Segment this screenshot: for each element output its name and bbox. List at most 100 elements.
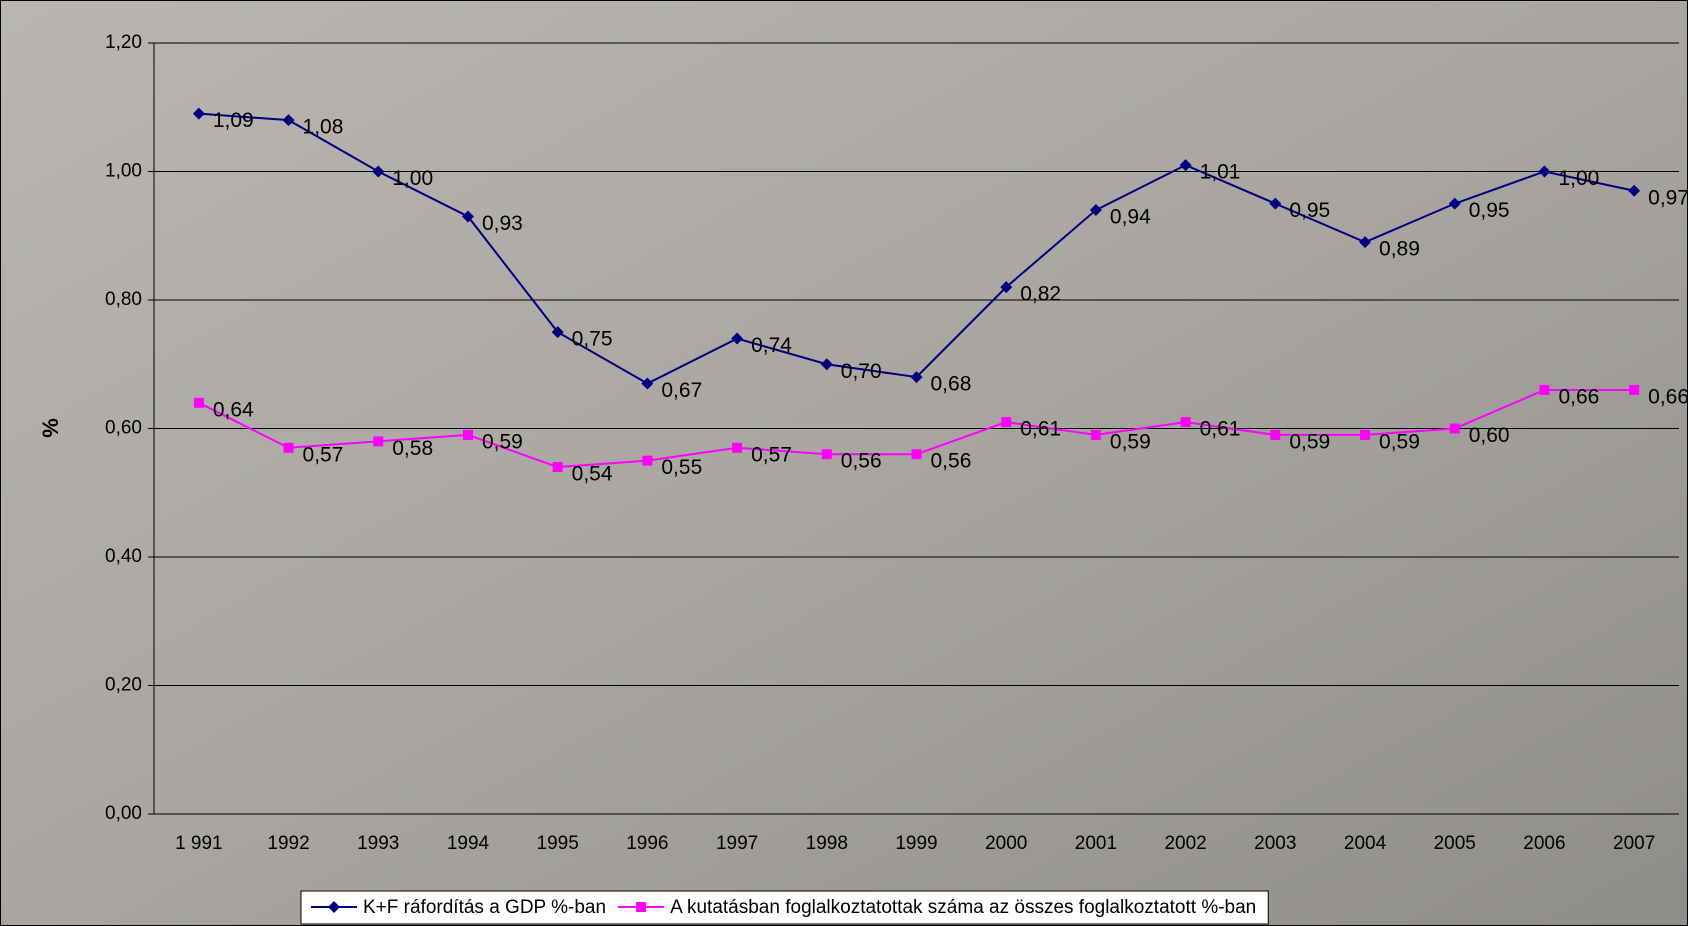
x-tick-label: 1999 <box>895 833 937 854</box>
marker <box>642 455 653 466</box>
y-tick-label: 0,80 <box>105 289 142 310</box>
marker <box>1449 423 1460 434</box>
marker <box>192 107 205 120</box>
marker <box>1448 197 1461 210</box>
data-label: 1,01 <box>1200 161 1241 184</box>
x-tick-label: 2002 <box>1164 833 1206 854</box>
marker <box>461 210 474 223</box>
data-label: 0,94 <box>1110 206 1151 229</box>
x-tick-label: 2003 <box>1254 833 1296 854</box>
marker <box>731 332 744 345</box>
x-tick-label: 1996 <box>626 833 668 854</box>
x-tick-label: 1997 <box>716 833 758 854</box>
data-label: 0,75 <box>572 328 613 351</box>
data-label: 0,59 <box>1379 430 1420 453</box>
x-tick-label: 1994 <box>447 833 490 854</box>
y-tick-label: 0,00 <box>105 803 142 824</box>
marker <box>1001 417 1012 428</box>
marker <box>911 449 922 460</box>
marker <box>1179 159 1192 172</box>
x-tick-label: 1992 <box>267 833 309 854</box>
y-tick-label: 1,20 <box>105 32 142 53</box>
data-label: 0,54 <box>572 463 613 486</box>
data-label: 0,82 <box>1020 283 1061 306</box>
x-tick-label: 1995 <box>537 833 579 854</box>
data-label: 0,59 <box>1110 430 1151 453</box>
data-label: 0,66 <box>1558 385 1599 408</box>
marker <box>193 397 204 408</box>
x-tick-label: 2001 <box>1075 833 1117 854</box>
data-label: 1,09 <box>213 109 254 132</box>
data-label: 0,57 <box>751 443 792 466</box>
marker <box>282 114 295 127</box>
marker <box>1269 197 1282 210</box>
marker <box>1359 236 1372 249</box>
data-label: 0,67 <box>661 379 702 402</box>
marker <box>636 902 647 912</box>
marker <box>820 358 833 371</box>
data-label: 0,66 <box>1648 385 1688 408</box>
data-label: 0,56 <box>841 450 882 473</box>
marker <box>1629 384 1640 395</box>
marker <box>552 462 563 473</box>
data-label: 0,56 <box>931 450 972 473</box>
marker <box>1360 429 1371 440</box>
data-label: 1,00 <box>1558 167 1599 190</box>
y-tick-label: 0,20 <box>105 675 142 696</box>
x-tick-label: 2000 <box>985 833 1027 854</box>
legend: K+F ráfordítás a GDP %-ban A kutatásban f… <box>300 890 1269 925</box>
marker <box>373 436 384 447</box>
data-label: 0,70 <box>841 360 882 383</box>
marker <box>1628 184 1641 197</box>
data-label: 0,57 <box>303 443 344 466</box>
data-label: 0,55 <box>661 456 702 479</box>
x-tick-label: 2007 <box>1613 833 1655 854</box>
marker <box>1538 165 1551 178</box>
marker <box>283 442 294 453</box>
x-tick-label: 2004 <box>1344 833 1387 854</box>
marker <box>1270 429 1281 440</box>
marker <box>1539 384 1550 395</box>
data-label: 0,58 <box>392 437 433 460</box>
y-tick-label: 0,40 <box>105 546 142 567</box>
data-label: 0,97 <box>1648 186 1688 209</box>
marker <box>328 901 340 913</box>
marker <box>1000 281 1013 294</box>
data-label: 1,00 <box>392 167 433 190</box>
x-tick-label: 2005 <box>1434 833 1476 854</box>
x-tick-label: 1993 <box>357 833 399 854</box>
marker <box>372 165 385 178</box>
y-axis-label: % <box>38 418 63 438</box>
data-label: 0,59 <box>482 430 523 453</box>
data-label: 1,08 <box>303 116 344 139</box>
data-label: 0,95 <box>1289 199 1330 222</box>
data-label: 0,95 <box>1469 199 1510 222</box>
data-label: 0,59 <box>1289 430 1330 453</box>
y-tick-label: 0,60 <box>105 418 142 439</box>
x-tick-label: 2006 <box>1523 833 1565 854</box>
data-label: 0,61 <box>1020 418 1061 441</box>
marker <box>641 377 654 390</box>
data-label: 0,60 <box>1469 424 1510 447</box>
marker <box>1089 204 1102 217</box>
legend-label: A kutatásban foglalkoztatottak száma az … <box>670 897 1256 918</box>
marker <box>1180 417 1191 428</box>
data-label: 0,89 <box>1379 238 1420 261</box>
marker <box>551 326 564 339</box>
marker <box>1090 429 1101 440</box>
data-label: 0,64 <box>213 398 254 421</box>
data-label: 0,61 <box>1200 418 1241 441</box>
data-label: 0,68 <box>931 373 972 396</box>
legend-box <box>300 890 1269 925</box>
marker <box>732 442 743 453</box>
x-tick-label: 1998 <box>806 833 848 854</box>
marker <box>910 371 923 384</box>
legend-label: K+F ráfordítás a GDP %-ban <box>363 897 606 918</box>
data-label: 0,74 <box>751 334 792 357</box>
y-tick-label: 1,00 <box>105 161 142 182</box>
x-tick-label: 1 991 <box>175 833 223 854</box>
marker <box>462 429 473 440</box>
data-label: 0,93 <box>482 212 523 235</box>
